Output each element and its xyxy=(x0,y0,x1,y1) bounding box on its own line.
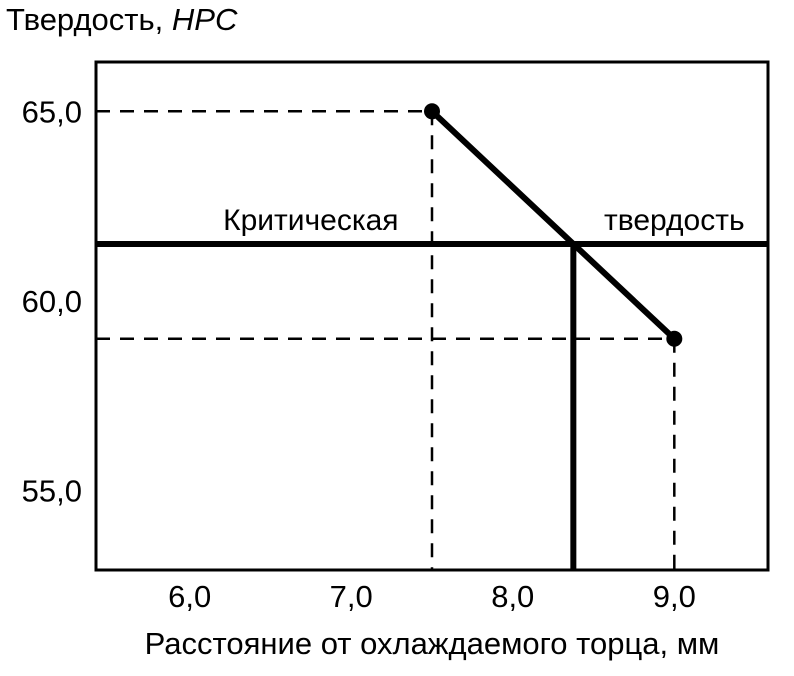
y-tick-label: 65,0 xyxy=(22,94,82,129)
data-point-marker xyxy=(424,103,440,120)
x-tick-label: 8,0 xyxy=(491,579,534,614)
critical-hardness-annotation: твердость xyxy=(604,204,745,237)
y-axis-title: Твердость, НРС xyxy=(6,2,237,38)
y-tick-label: 55,0 xyxy=(22,473,82,508)
x-tick-label: 6,0 xyxy=(168,579,211,614)
y-axis-title-text: Твердость, xyxy=(6,2,172,37)
plot-border xyxy=(94,60,770,572)
y-axis-units-label: НРС xyxy=(171,2,238,37)
critical-hardness-annotation: Критическая xyxy=(223,204,398,237)
x-tick-label: 7,0 xyxy=(330,579,373,614)
x-tick-label: 9,0 xyxy=(653,579,696,614)
data-point-marker xyxy=(666,330,683,347)
x-axis-label: Расстояние от охлаждаемого торца, мм xyxy=(144,626,720,661)
y-tick-label: 60,0 xyxy=(22,284,82,319)
hardness-line-segment xyxy=(429,108,678,342)
